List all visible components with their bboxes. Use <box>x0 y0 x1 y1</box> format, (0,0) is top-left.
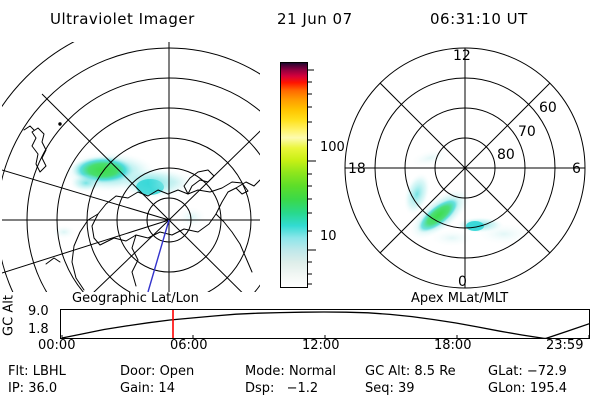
mlat-label-80: 80 <box>497 147 515 163</box>
status-seq: Seq: 39 <box>365 381 415 396</box>
mlt-label-0: 0 <box>458 274 467 290</box>
orbit-altitude-curve <box>61 311 590 339</box>
gc-alt-tick-min: 1.8 <box>28 322 49 337</box>
mlt-aurora-emission <box>403 148 532 247</box>
status-mode-label: Mode: <box>245 364 285 379</box>
status-mode-value: Normal <box>288 364 336 379</box>
header-bar: Ultraviolet Imager 21 Jun 07 06:31:10 UT <box>0 6 600 32</box>
status-dsp-label: Dsp: <box>245 381 275 396</box>
time-tick-1800: 18:00 <box>434 338 472 353</box>
status-gc-alt-value: 8.5 Re <box>414 364 456 379</box>
geo-aurora-emission <box>52 152 206 239</box>
colorbar-ticks <box>307 69 316 285</box>
status-dsp-value: −1.2 <box>286 381 319 396</box>
status-seq-label: Seq: <box>365 381 394 396</box>
time-tick-2359: 23:59 <box>546 338 584 353</box>
status-glon: GLon: 195.4 <box>488 381 567 396</box>
status-door-value: Open <box>159 364 195 379</box>
status-flight-mode-label: Flt: <box>8 364 29 379</box>
mlt-dial-svg: 12 6 0 18 60 70 80 <box>344 47 586 290</box>
observation-date: 21 Jun 07 <box>277 10 353 28</box>
geographic-map-panel[interactable] <box>2 42 260 292</box>
time-tick-0000: 00:00 <box>38 338 76 353</box>
geographic-map-svg <box>2 42 260 292</box>
gc-alt-tick-max: 9.0 <box>28 304 49 319</box>
geo-longitude-lines <box>2 42 260 292</box>
status-gain-value: 14 <box>158 381 175 396</box>
status-dsp: Dsp: −1.2 <box>245 381 318 396</box>
status-door-label: Door: <box>120 364 156 379</box>
status-ip-label: IP: <box>8 381 25 396</box>
status-glat: GLat: −72.9 <box>488 364 567 379</box>
status-gc-alt: GC Alt: 8.5 Re <box>365 364 456 379</box>
status-gc-alt-label: GC Alt: <box>365 364 411 379</box>
colorbar-tick-label-10: 10 <box>320 229 337 244</box>
status-door: Door: Open <box>120 364 194 379</box>
orbit-altitude-strip[interactable]: Geographic Lat/Lon Apex MLat/MLT GC Alt … <box>0 291 600 362</box>
geo-coastline-islands <box>23 122 62 173</box>
geo-panel-caption: Geographic Lat/Lon <box>72 291 199 306</box>
status-gain-label: Gain: <box>120 381 155 396</box>
status-ip-value: 36.0 <box>28 381 58 396</box>
mlt-label-6: 6 <box>572 161 581 177</box>
status-glat-label: GLat: <box>488 364 523 379</box>
mlt-label-18: 18 <box>348 161 366 177</box>
time-tick-0600: 06:00 <box>170 338 208 353</box>
mlat-label-60: 60 <box>539 100 557 116</box>
geo-terminator-line <box>147 219 170 292</box>
mlt-spokes <box>345 48 585 288</box>
status-glon-label: GLon: <box>488 381 526 396</box>
mlt-hour-labels: 12 6 0 18 <box>348 48 581 290</box>
status-glat-value: −72.9 <box>526 364 567 379</box>
gc-alt-axis-label: GC Alt <box>1 295 17 336</box>
orbit-altitude-chart[interactable] <box>60 309 590 339</box>
colorbar-tick-label-100: 100 <box>320 140 345 155</box>
status-footer: Flt: LBHL Door: Open Mode: Normal GC Alt… <box>0 364 600 400</box>
time-tick-1200: 12:00 <box>302 338 340 353</box>
status-ip: IP: 36.0 <box>8 381 57 396</box>
status-gain: Gain: 14 <box>120 381 175 396</box>
status-flight-mode-value: LBHL <box>32 364 66 379</box>
status-flight-mode: Flt: LBHL <box>8 364 66 379</box>
status-mode: Mode: Normal <box>245 364 336 379</box>
mlt-mlat-ring-labels: 60 70 80 <box>497 100 557 163</box>
mlat-label-70: 70 <box>518 124 536 140</box>
mlt-dial-panel[interactable]: 12 6 0 18 60 70 80 <box>334 42 600 292</box>
colorbar-scale[interactable] <box>280 62 326 288</box>
mlt-panel-caption: Apex MLat/MLT <box>411 291 509 306</box>
observation-time: 06:31:10 UT <box>430 10 528 28</box>
geo-coastline-antarctica <box>45 169 260 291</box>
status-glon-value: 195.4 <box>529 381 568 396</box>
mlt-label-12: 12 <box>453 48 471 64</box>
orbit-x-ticks <box>61 335 590 339</box>
colorbar-group: photon cm-2s-1 <box>262 48 345 292</box>
instrument-title: Ultraviolet Imager <box>50 10 195 28</box>
status-seq-value: 39 <box>398 381 415 396</box>
